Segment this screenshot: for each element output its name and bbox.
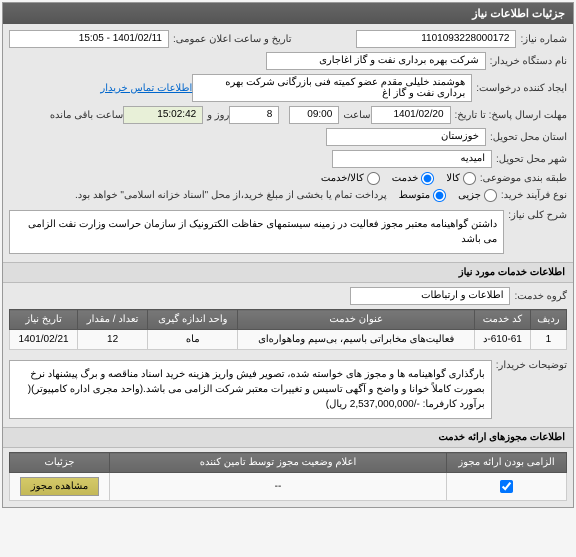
services-header-row: ردیف کد خدمت عنوان خدمت واحد اندازه گیری… [10, 310, 567, 330]
buyer-value: شرکت بهره برداری نفت و گاز اغاجاری [266, 52, 486, 70]
panel-title: جزئیات اطلاعات نیاز [3, 3, 573, 24]
category-radios: کالا خدمت کالا/خدمت [321, 172, 476, 185]
td-code: 610-61-د [475, 330, 531, 350]
td-qty: 12 [78, 330, 148, 350]
th-idx: ردیف [530, 310, 566, 330]
permits-section-title: اطلاعات مجوزهای ارائه خدمت [3, 427, 573, 448]
announce-value: 1401/02/11 - 15:05 [9, 30, 169, 48]
td-title: فعالیت‌های مخابراتی باسیم، بی‌سیم و‌ماهو… [238, 330, 475, 350]
panel-body: شماره نیاز: 1101093228000172 تاریخ و ساع… [3, 24, 573, 507]
city-label: شهر محل تحویل: [492, 154, 567, 165]
th-date: تاریخ نیاز [10, 310, 78, 330]
td-date: 1401/02/21 [10, 330, 78, 350]
buyernotes-label: توضیحات خریدار: [492, 356, 567, 371]
creator-value: هوشمند خلیلی مقدم عضو کمیته فنی بازرگانی… [192, 74, 472, 102]
remain-value: 15:02:42 [123, 106, 203, 124]
view-permit-button[interactable]: مشاهده مجوز [20, 477, 99, 496]
buyernotes-value: بارگذاری گواهینامه ها و مجوز های خواسته … [9, 360, 492, 419]
province-value: خوزستان [326, 128, 486, 146]
cat-both-option[interactable]: کالا/خدمت [321, 172, 380, 185]
cat-both-label: کالا/خدمت [321, 173, 364, 184]
th-details: جزئیات [10, 453, 110, 473]
th-mandatory: الزامی بودن ارائه مجوز [447, 453, 567, 473]
category-label: طبقه بندی موضوعی: [476, 173, 567, 184]
cat-goods-option[interactable]: کالا [446, 172, 476, 185]
proc-medium-option[interactable]: متوسط [399, 189, 446, 202]
buyer-label: نام دستگاه خریدار: [486, 56, 567, 67]
permits-table: الزامی بودن ارائه مجوز اعلام وضعیت مجوز … [9, 452, 567, 501]
process-note: پرداخت تمام یا بخشی از مبلغ خرید،از محل … [71, 190, 387, 201]
deadline-time: 09:00 [289, 106, 339, 124]
td-idx: 1 [530, 330, 566, 350]
proc-medium-label: متوسط [399, 190, 430, 201]
maindesc-value: داشتن گواهینامه معتبر مجوز فعالیت در زمی… [9, 210, 504, 254]
proc-minor-label: جزیی [458, 190, 481, 201]
permit-status: -- [110, 473, 447, 501]
permits-header-row: الزامی بودن ارائه مجوز اعلام وضعیت مجوز … [10, 453, 567, 473]
province-label: استان محل تحویل: [486, 132, 567, 143]
proc-minor-radio[interactable] [484, 189, 497, 202]
remain-label: ساعت باقی مانده [46, 110, 123, 121]
table-row: 1 610-61-د فعالیت‌های مخابراتی باسیم، بی… [10, 330, 567, 350]
th-qty: تعداد / مقدار [78, 310, 148, 330]
days-label: روز و [203, 110, 229, 121]
permit-mandatory-cell [447, 473, 567, 501]
process-label: نوع فرآیند خرید: [497, 190, 567, 201]
deadline-date: 1401/02/20 [371, 106, 451, 124]
days-value: 8 [229, 106, 279, 124]
cat-service-label: خدمت [392, 173, 419, 184]
process-radios: جزیی متوسط [399, 189, 497, 202]
permit-detail-cell: مشاهده مجوز [10, 473, 110, 501]
th-status: اعلام وضعیت مجوز توسط تامین کننده [110, 453, 447, 473]
services-section-title: اطلاعات خدمات مورد نیاز [3, 262, 573, 283]
cat-service-radio[interactable] [421, 172, 434, 185]
th-code: کد خدمت [475, 310, 531, 330]
reqno-value: 1101093228000172 [356, 30, 516, 48]
cat-both-radio[interactable] [367, 172, 380, 185]
cat-goods-label: کالا [446, 173, 460, 184]
proc-medium-radio[interactable] [433, 189, 446, 202]
td-unit: ماه [148, 330, 238, 350]
announce-label: تاریخ و ساعت اعلان عمومی: [169, 34, 292, 45]
services-table: ردیف کد خدمت عنوان خدمت واحد اندازه گیری… [9, 309, 567, 350]
time-label-1: ساعت [339, 110, 370, 121]
city-value: امیدیه [332, 150, 492, 168]
permits-row: -- مشاهده مجوز [10, 473, 567, 501]
cat-service-option[interactable]: خدمت [392, 172, 435, 185]
details-panel: جزئیات اطلاعات نیاز شماره نیاز: 11010932… [2, 2, 574, 508]
th-unit: واحد اندازه گیری [148, 310, 238, 330]
contact-link[interactable]: اطلاعات تماس خریدار [100, 83, 192, 94]
deadline-label: مهلت ارسال پاسخ: تا تاریخ: [451, 110, 567, 121]
group-value: اطلاعات و ارتباطات [350, 287, 510, 305]
cat-goods-radio[interactable] [463, 172, 476, 185]
proc-minor-option[interactable]: جزیی [458, 189, 497, 202]
group-label: گروه خدمت: [510, 291, 567, 302]
maindesc-label: شرح کلی نیاز: [504, 206, 567, 221]
creator-label: ایجاد کننده درخواست: [472, 83, 567, 94]
reqno-label: شماره نیاز: [516, 34, 567, 45]
permit-mandatory-checkbox[interactable] [500, 480, 513, 493]
th-title: عنوان خدمت [238, 310, 475, 330]
